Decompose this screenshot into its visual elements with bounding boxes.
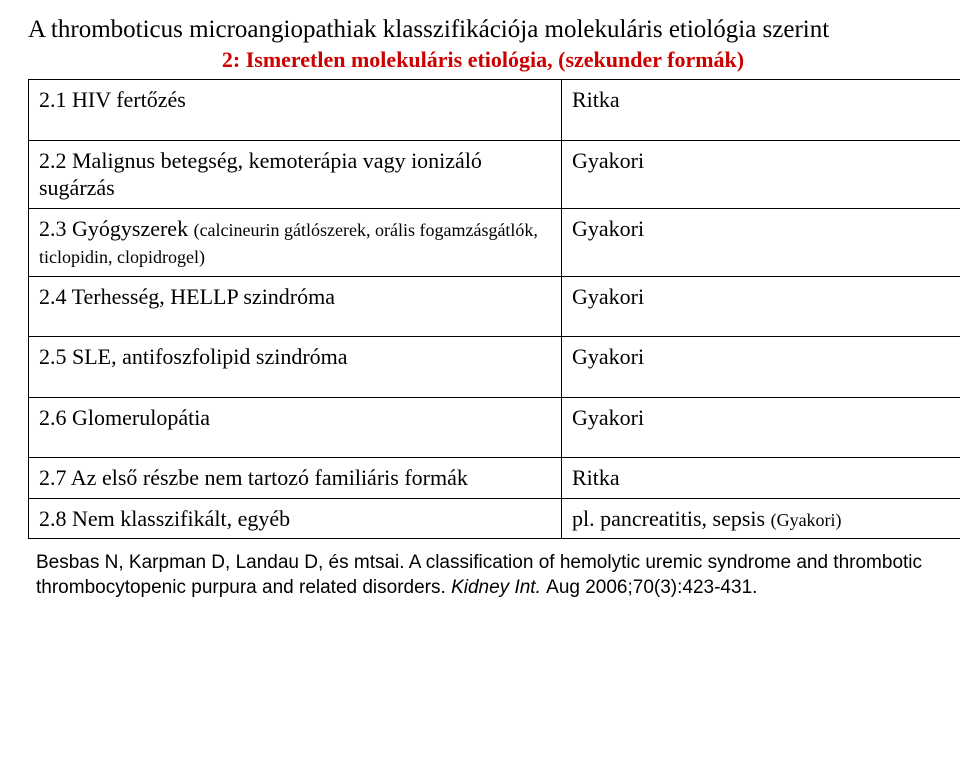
row-freq: Gyakori [562,337,960,398]
row-label: 2.1 HIV fertőzés [29,80,562,141]
row-freq: pl. pancreatitis, sepsis (Gyakori) [562,498,960,539]
table-row: 2.3 Gyógyszerek (calcineurin gátlószerek… [29,208,960,276]
row-freq-detail: (Gyakori) [771,510,842,530]
row-label: 2.2 Malignus betegség, kemoterápia vagy … [29,140,562,208]
row-label: 2.5 SLE, antifoszfolipid szindróma [29,337,562,398]
row-freq: Gyakori [562,276,960,337]
row-freq: Ritka [562,458,960,499]
row-label: 2.8 Nem klasszifikált, egyéb [29,498,562,539]
row-freq: Gyakori [562,397,960,458]
table-row: 2.6 Glomerulopátia Gyakori [29,397,960,458]
classification-table: 2.1 HIV fertőzés Ritka 2.2 Malignus bete… [28,79,960,539]
table-row: 2.1 HIV fertőzés Ritka [29,80,960,141]
citation-authors: Besbas N, Karpman D, Landau D, és mtsai. [36,552,409,573]
row-label: 2.7 Az első részbe nem tartozó familiári… [29,458,562,499]
row-freq: Ritka [562,80,960,141]
table-row: 2.2 Malignus betegség, kemoterápia vagy … [29,140,960,208]
row-freq: Gyakori [562,140,960,208]
row-freq-prefix: pl. pancreatitis, sepsis [572,506,771,531]
table-row: 2.7 Az első részbe nem tartozó familiári… [29,458,960,499]
row-label: 2.4 Terhesség, HELLP szindróma [29,276,562,337]
main-title: A thromboticus microangiopathiak klasszi… [28,14,938,45]
citation-journal: Kidney Int. [451,577,546,598]
row-label: 2.3 Gyógyszerek (calcineurin gátlószerek… [29,208,562,276]
citation-tail: Aug 2006;70(3):423-431. [546,577,757,598]
subtitle: 2: Ismeretlen molekuláris etiológia, (sz… [28,47,938,73]
row-label: 2.6 Glomerulopátia [29,397,562,458]
row-freq: Gyakori [562,208,960,276]
row-label-main: 2.3 Gyógyszerek [39,216,194,241]
table-row: 2.4 Terhesség, HELLP szindróma Gyakori [29,276,960,337]
citation: Besbas N, Karpman D, Landau D, és mtsai.… [28,551,938,600]
table-row: 2.8 Nem klasszifikált, egyéb pl. pancrea… [29,498,960,539]
table-row: 2.5 SLE, antifoszfolipid szindróma Gyako… [29,337,960,398]
